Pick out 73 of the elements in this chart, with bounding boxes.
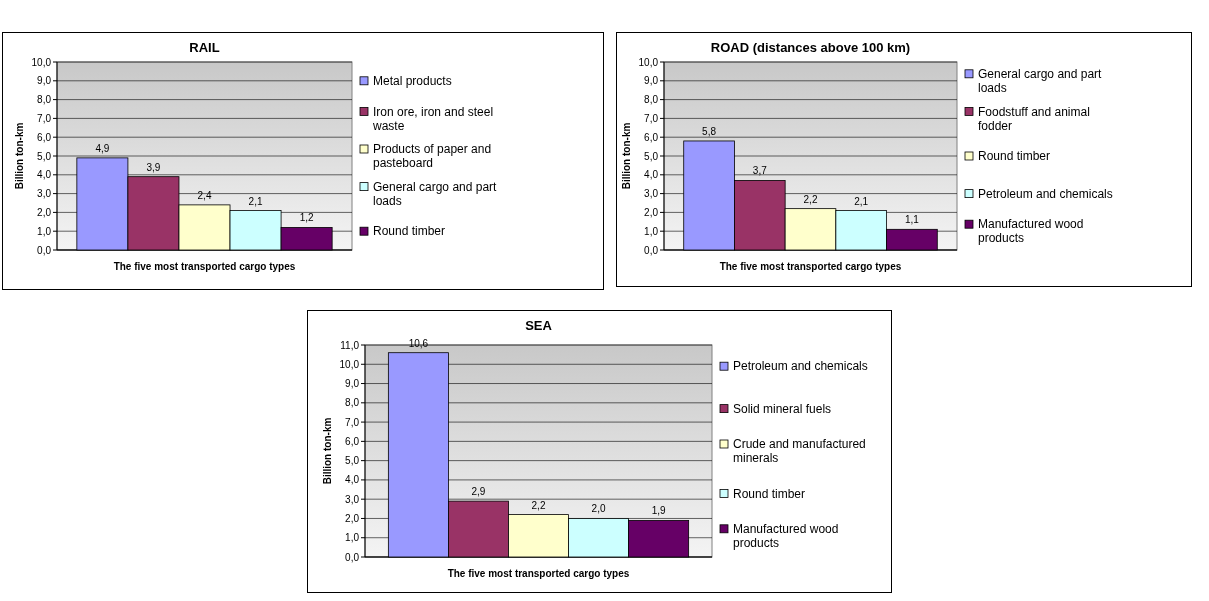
data-label: 10,6 <box>408 337 429 349</box>
legend-label: Round timber <box>733 486 806 501</box>
x-axis-title: The five most transported cargo types <box>113 261 296 272</box>
y-tick-label: 4,0 <box>37 169 52 181</box>
y-tick-label: 4,0 <box>345 474 360 486</box>
y-tick-label: 7,0 <box>644 112 659 124</box>
chart-title: RAIL <box>189 40 220 55</box>
legend-label: Solid mineral fuels <box>733 401 832 416</box>
y-tick-label: 9,0 <box>644 75 659 87</box>
y-tick-label: 0,0 <box>345 551 360 563</box>
y-tick-label: 6,0 <box>345 435 360 447</box>
data-label: 4,9 <box>95 142 110 154</box>
y-axis-title: Billion ton-km <box>14 122 25 190</box>
y-tick-label: 4,0 <box>644 169 659 181</box>
y-tick-label: 2,0 <box>37 206 52 218</box>
y-axis-title: Billion ton-km <box>322 417 333 485</box>
y-tick-label: 8,0 <box>37 94 52 106</box>
x-axis-title: The five most transported cargo types <box>447 568 630 579</box>
data-label: 1,2 <box>299 212 314 224</box>
y-tick-label: 7,0 <box>345 416 360 428</box>
y-tick-label: 1,0 <box>345 532 360 544</box>
y-tick-label: 10,0 <box>638 56 659 68</box>
y-tick-label: 6,0 <box>37 131 52 143</box>
data-label: 2,9 <box>471 486 486 498</box>
data-label: 2,1 <box>854 195 869 207</box>
data-label: 1,1 <box>904 214 920 226</box>
data-label: 2,1 <box>248 195 263 207</box>
y-tick-label: 8,0 <box>644 94 659 106</box>
legend-label: General cargo and part loads <box>978 67 1103 95</box>
y-tick-label: 10,0 <box>339 358 360 370</box>
legend-label: Crude and manufactured minerals <box>733 437 866 466</box>
y-tick-label: 1,0 <box>644 225 659 237</box>
y-tick-label: 3,0 <box>37 188 52 200</box>
data-label: 3,7 <box>752 165 768 177</box>
chart-title: SEA <box>525 318 553 333</box>
y-tick-label: 11,0 <box>340 339 360 351</box>
y-axis-title: Billion ton-km <box>621 122 632 190</box>
data-label: 2,2 <box>803 193 818 205</box>
data-label: 2,0 <box>591 503 606 515</box>
y-tick-label: 3,0 <box>345 493 360 505</box>
legend-label: Petroleum and chemicals <box>978 186 1113 201</box>
y-tick-label: 9,0 <box>345 378 360 390</box>
legend-label: Round timber <box>373 224 446 239</box>
data-label: 2,2 <box>531 499 546 511</box>
data-label: 1,9 <box>651 505 666 517</box>
legend-label: Manufactured wood products <box>978 217 1084 246</box>
data-label: 2,4 <box>197 189 212 201</box>
legend-label: General cargo and part loads <box>373 179 498 208</box>
y-tick-label: 6,0 <box>644 131 659 143</box>
legend-label: Metal products <box>373 74 452 88</box>
data-label: 3,9 <box>146 161 161 173</box>
y-tick-label: 9,0 <box>37 75 52 87</box>
y-tick-label: 0,0 <box>37 244 52 256</box>
legend-label: Round timber <box>978 149 1051 164</box>
y-tick-label: 0,0 <box>644 244 659 256</box>
y-tick-label: 5,0 <box>644 150 659 162</box>
y-tick-label: 5,0 <box>37 150 52 162</box>
legend-label: Petroleum and chemicals <box>733 359 868 374</box>
legend-label: Iron ore, iron and steel waste <box>372 104 494 133</box>
y-tick-label: 10,0 <box>31 56 52 68</box>
y-tick-label: 7,0 <box>37 112 52 124</box>
chart-title: ROAD (distances above 100 km) <box>710 40 911 55</box>
legend-label: Foodstuff and animal fodder <box>978 104 1090 133</box>
y-tick-label: 1,0 <box>37 225 52 237</box>
y-tick-label: 5,0 <box>345 455 360 467</box>
y-tick-label: 3,0 <box>644 188 659 200</box>
x-axis-title: The five most transported cargo types <box>719 261 902 272</box>
data-label: 5,8 <box>702 125 717 137</box>
legend-label: Manufactured wood products <box>733 522 839 550</box>
y-tick-label: 8,0 <box>345 397 360 409</box>
y-tick-label: 2,0 <box>345 512 360 524</box>
y-tick-label: 2,0 <box>644 206 659 218</box>
legend-label: Products of paper and pasteboard <box>373 142 492 171</box>
